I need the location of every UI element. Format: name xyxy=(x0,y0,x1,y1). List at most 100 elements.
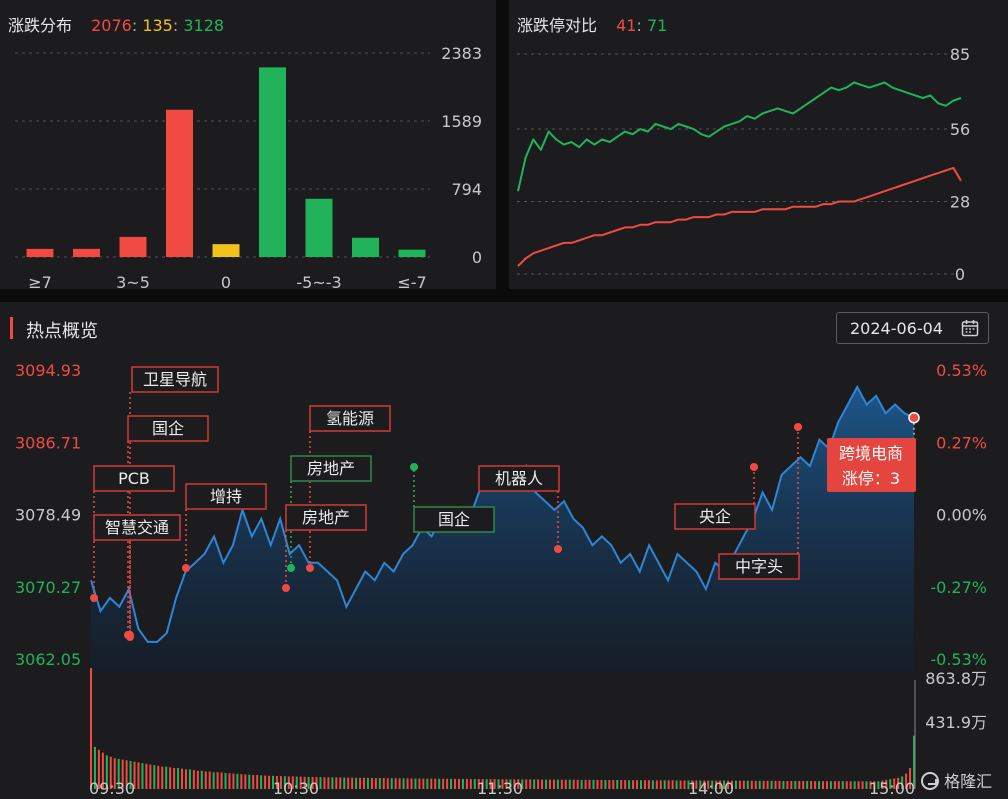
distribution-y-tick: 794 xyxy=(451,180,482,199)
hot-label-box xyxy=(674,503,756,530)
volume-bar xyxy=(236,773,239,789)
volume-bar xyxy=(715,780,718,789)
end-price-dot xyxy=(908,411,920,424)
volume-bar xyxy=(517,779,520,789)
volume-bar xyxy=(121,759,124,789)
volume-bar xyxy=(505,779,508,789)
volume-bar xyxy=(556,779,559,789)
volume-bar xyxy=(576,779,579,789)
volume-bar xyxy=(109,756,112,789)
price-axis-tick: 3062.05 xyxy=(15,650,81,669)
volume-bar xyxy=(422,778,425,789)
volume-bar xyxy=(730,780,733,789)
pct-axis-tick: -0.27% xyxy=(930,578,987,597)
volume-bar xyxy=(707,780,710,789)
volume-bar xyxy=(881,780,884,789)
volume-bar xyxy=(461,778,464,789)
distribution-title-text: 涨跌分布 xyxy=(8,16,73,35)
date-picker[interactable]: 2024-06-04 xyxy=(836,312,989,344)
price-axis-tick: 3086.71 xyxy=(15,433,81,452)
distribution-bar-chart: 0 794 1589 2383 ≥7 3~5 0 -5~-3 ≤-7 xyxy=(15,44,482,289)
volume-bar xyxy=(212,772,215,789)
volume-bar xyxy=(184,769,187,789)
volume-bar xyxy=(335,777,338,789)
volume-bar xyxy=(390,778,393,789)
volume-bar xyxy=(244,774,247,789)
limit-y-tick: 28 xyxy=(950,193,970,212)
volume-bar xyxy=(113,758,116,789)
time-axis-tick: 15:00 xyxy=(869,779,915,798)
distribution-bar xyxy=(259,67,286,258)
volume-bar xyxy=(845,781,848,789)
hot-label-dot xyxy=(750,463,758,471)
volume-bar xyxy=(497,779,500,789)
volume-bar xyxy=(374,778,377,789)
volume-bar xyxy=(477,779,480,789)
hot-label-dot xyxy=(554,545,562,553)
volume-bar xyxy=(521,779,524,789)
volume-bar xyxy=(402,778,405,789)
volume-bar xyxy=(525,779,528,789)
distribution-y-tick: 1589 xyxy=(441,112,482,131)
volume-bar xyxy=(885,779,888,789)
hot-label-dot xyxy=(90,594,98,602)
price-axis-tick: 3094.93 xyxy=(15,361,81,380)
distribution-y-tick: 0 xyxy=(472,248,482,267)
volume-bar xyxy=(481,779,484,789)
volume-bar xyxy=(208,771,211,789)
limit-up-count: 41 xyxy=(616,16,637,35)
hot-label-text: 机器人 xyxy=(495,469,543,488)
distribution-bar xyxy=(212,244,240,257)
volume-bar xyxy=(327,777,330,789)
volume-bar xyxy=(157,765,160,789)
hot-label-box xyxy=(93,465,175,492)
volume-bar xyxy=(802,781,805,789)
calendar-icon[interactable] xyxy=(961,319,979,337)
hot-label-dot xyxy=(287,564,295,572)
volume-bar xyxy=(493,779,496,789)
volume-bar xyxy=(541,779,544,789)
volume-bar xyxy=(821,781,824,789)
volume-bar xyxy=(869,781,872,789)
volume-bar xyxy=(264,775,267,789)
distribution-bar xyxy=(119,236,147,257)
volume-bar xyxy=(406,778,409,789)
volume-bar xyxy=(762,780,765,789)
volume-bar xyxy=(723,780,726,789)
volume-bar xyxy=(893,778,896,789)
volume-bar xyxy=(256,774,259,789)
hot-label-text: 央企 xyxy=(699,507,731,526)
hot-label-text: 智慧交通 xyxy=(105,518,169,537)
volume-bar xyxy=(220,772,223,789)
volume-bar xyxy=(833,781,836,789)
volume-bar xyxy=(169,767,172,789)
volume-bar xyxy=(651,780,654,789)
volume-bar xyxy=(283,776,286,789)
volume-bar xyxy=(861,781,864,789)
volume-bar xyxy=(857,781,860,789)
volume-bar xyxy=(754,780,757,789)
volume-bar xyxy=(501,779,504,789)
volume-bar xyxy=(758,780,761,789)
distribution-down-count: 3128 xyxy=(183,16,225,35)
volume-bar xyxy=(319,777,322,789)
hot-label-dot xyxy=(126,633,134,641)
price-area xyxy=(91,387,914,673)
volume-bar xyxy=(90,668,92,789)
hot-label-dot xyxy=(282,584,290,592)
volume-bar xyxy=(268,775,271,789)
volume-bar xyxy=(545,779,548,789)
distribution-y-tick: 2383 xyxy=(441,44,482,63)
volume-bar xyxy=(315,777,318,789)
volume-bar xyxy=(177,767,180,789)
volume-bar xyxy=(636,780,639,789)
volume-bar xyxy=(355,777,358,789)
date-value: 2024-06-04 xyxy=(850,319,943,338)
volume-bar xyxy=(825,781,828,789)
volume-bar xyxy=(161,766,164,789)
limit-sep: : xyxy=(636,16,642,35)
volume-bar xyxy=(414,778,417,789)
volume-bar xyxy=(275,775,278,789)
hot-label-box xyxy=(718,553,800,580)
volume-bar xyxy=(287,776,290,789)
